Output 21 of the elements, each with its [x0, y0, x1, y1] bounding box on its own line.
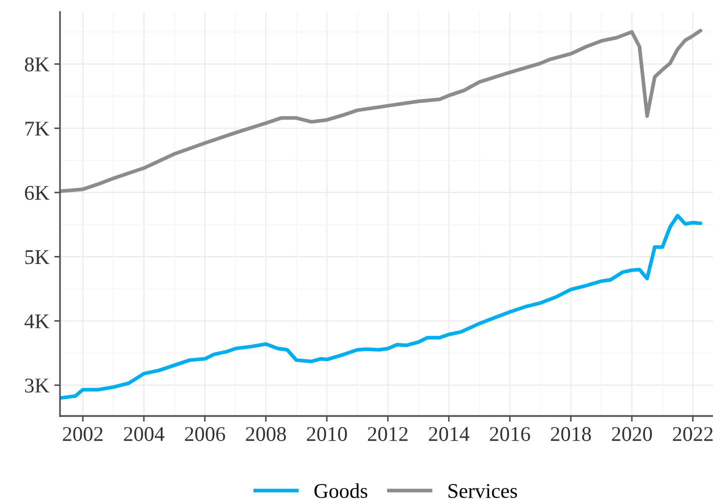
- x-tick-label: 2022: [672, 427, 713, 442]
- x-tick-label: 2010: [306, 427, 347, 442]
- y-tick-label: 8K: [24, 57, 50, 72]
- x-tick-label: 2008: [246, 427, 286, 442]
- x-tick-label: 2018: [550, 427, 591, 442]
- y-tick-label: 3K: [25, 378, 50, 393]
- x-tick-label: 2014: [428, 427, 470, 442]
- x-tick-label: 2020: [612, 427, 652, 442]
- line-series: [60, 28, 702, 194]
- line-series: [60, 214, 702, 400]
- x-tick-label: 2004: [124, 427, 164, 442]
- x-tick-label: 2012: [368, 427, 408, 442]
- y-tick-label: 5K: [25, 250, 50, 264]
- x-tick-label: 2016: [490, 427, 530, 442]
- x-tick-label: 2006: [184, 427, 226, 442]
- y-tick-label: 4K: [24, 314, 50, 328]
- legend-label: Goods: [314, 483, 368, 498]
- y-tick-label: 6K: [25, 186, 50, 200]
- y-tick-label: 7K: [25, 122, 50, 136]
- legend-label: Services: [448, 484, 517, 498]
- x-tick-label: 2002: [62, 427, 103, 442]
